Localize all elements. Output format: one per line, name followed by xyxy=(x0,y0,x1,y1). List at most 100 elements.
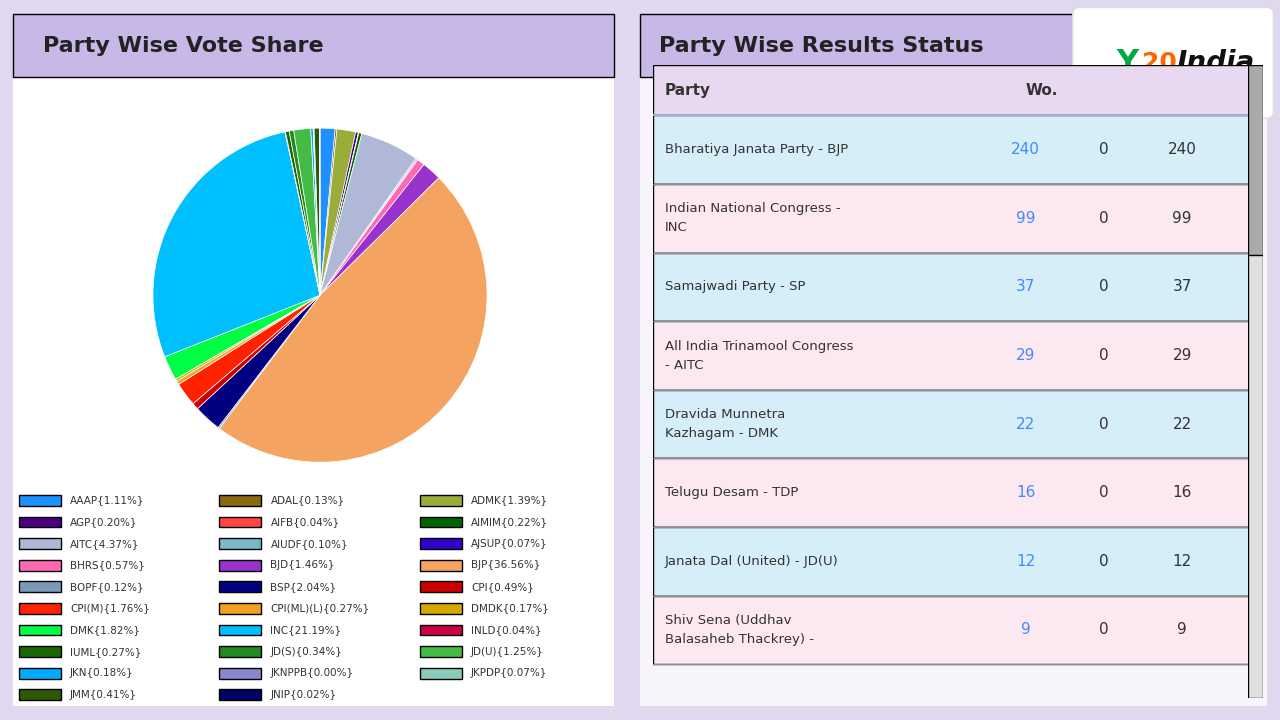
Text: INLD{0.04%}: INLD{0.04%} xyxy=(471,625,541,635)
Text: Bharatiya Janata Party - BJP: Bharatiya Janata Party - BJP xyxy=(664,143,849,156)
FancyBboxPatch shape xyxy=(420,647,462,657)
Text: 9: 9 xyxy=(1178,622,1187,637)
Text: AITC{4.37%}: AITC{4.37%} xyxy=(70,539,140,549)
Text: DMK{1.82%}: DMK{1.82%} xyxy=(70,625,140,635)
Text: Party Wise Results Status: Party Wise Results Status xyxy=(659,35,983,55)
FancyBboxPatch shape xyxy=(653,184,1254,253)
Text: CPI{0.49%}: CPI{0.49%} xyxy=(471,582,534,592)
FancyBboxPatch shape xyxy=(219,495,261,505)
FancyBboxPatch shape xyxy=(420,495,462,505)
Wedge shape xyxy=(293,128,320,295)
FancyBboxPatch shape xyxy=(653,253,1254,321)
Text: CPI(ML)(L){0.27%}: CPI(ML)(L){0.27%} xyxy=(270,603,370,613)
Text: Shiv Sena (Uddhav: Shiv Sena (Uddhav xyxy=(664,614,791,627)
Wedge shape xyxy=(165,295,320,379)
Text: 37: 37 xyxy=(1172,279,1192,294)
FancyBboxPatch shape xyxy=(653,459,1254,527)
FancyBboxPatch shape xyxy=(420,582,462,592)
Text: 22: 22 xyxy=(1016,417,1036,431)
FancyBboxPatch shape xyxy=(640,14,1092,76)
Text: AJSUP{0.07%}: AJSUP{0.07%} xyxy=(471,539,548,549)
Text: AAAP{1.11%}: AAAP{1.11%} xyxy=(70,495,145,505)
Text: All India Trinamool Congress: All India Trinamool Congress xyxy=(664,340,854,353)
Text: - AITC: - AITC xyxy=(664,359,703,372)
Text: Y: Y xyxy=(1116,48,1139,77)
FancyBboxPatch shape xyxy=(13,14,614,76)
Text: 37: 37 xyxy=(1016,279,1036,294)
Text: JMM{0.41%}: JMM{0.41%} xyxy=(70,690,137,700)
FancyBboxPatch shape xyxy=(653,527,1254,595)
Text: ADAL{0.13%}: ADAL{0.13%} xyxy=(270,495,344,505)
Text: BSP{2.04%}: BSP{2.04%} xyxy=(270,582,337,592)
Wedge shape xyxy=(320,132,358,295)
Text: 0: 0 xyxy=(1100,622,1108,637)
Text: AIMIM{0.22%}: AIMIM{0.22%} xyxy=(471,517,548,527)
FancyBboxPatch shape xyxy=(219,647,261,657)
FancyBboxPatch shape xyxy=(653,321,1254,390)
Wedge shape xyxy=(179,295,320,404)
FancyBboxPatch shape xyxy=(19,495,61,505)
Wedge shape xyxy=(311,128,320,295)
Text: 16: 16 xyxy=(1016,485,1036,500)
FancyBboxPatch shape xyxy=(19,582,61,592)
Text: Kazhagam - DMK: Kazhagam - DMK xyxy=(664,427,778,440)
Wedge shape xyxy=(320,132,362,295)
Wedge shape xyxy=(175,295,320,381)
Text: 29: 29 xyxy=(1016,348,1036,363)
Wedge shape xyxy=(285,131,320,295)
Text: 99: 99 xyxy=(1172,211,1192,226)
Wedge shape xyxy=(320,160,424,295)
Wedge shape xyxy=(193,295,320,409)
FancyBboxPatch shape xyxy=(19,539,61,549)
Text: Dravida Munnetra: Dravida Munnetra xyxy=(664,408,785,421)
FancyBboxPatch shape xyxy=(420,603,462,613)
Text: 22: 22 xyxy=(1172,417,1192,431)
Text: JNIP{0.02%}: JNIP{0.02%} xyxy=(270,690,337,700)
Wedge shape xyxy=(289,130,320,295)
Text: Janata Dal (United) - JD(U): Janata Dal (United) - JD(U) xyxy=(664,554,838,568)
Text: INC{21.19%}: INC{21.19%} xyxy=(270,625,342,635)
Text: JKN{0.18%}: JKN{0.18%} xyxy=(70,668,133,678)
Text: 99: 99 xyxy=(1016,211,1036,226)
Text: Balasaheb Thackrey) -: Balasaheb Thackrey) - xyxy=(664,633,814,646)
FancyBboxPatch shape xyxy=(1248,65,1263,698)
Text: 0: 0 xyxy=(1100,348,1108,363)
FancyBboxPatch shape xyxy=(653,595,1254,664)
FancyBboxPatch shape xyxy=(420,560,462,570)
FancyBboxPatch shape xyxy=(219,624,261,636)
Text: 240: 240 xyxy=(1011,143,1041,157)
Text: BOPF{0.12%}: BOPF{0.12%} xyxy=(70,582,143,592)
Text: CPI(M){1.76%}: CPI(M){1.76%} xyxy=(70,603,150,613)
Wedge shape xyxy=(314,128,320,295)
Text: AIUDF{0.10%}: AIUDF{0.10%} xyxy=(270,539,348,549)
FancyBboxPatch shape xyxy=(420,668,462,678)
Text: 16: 16 xyxy=(1172,485,1192,500)
Text: BJD{1.46%}: BJD{1.46%} xyxy=(270,560,335,570)
Wedge shape xyxy=(285,132,320,295)
FancyBboxPatch shape xyxy=(19,668,61,678)
Text: AGP{0.20%}: AGP{0.20%} xyxy=(70,517,137,527)
Text: 0: 0 xyxy=(1100,279,1108,294)
FancyBboxPatch shape xyxy=(653,65,1254,115)
Text: INC: INC xyxy=(664,221,687,234)
FancyBboxPatch shape xyxy=(19,560,61,570)
Text: ADMK{1.39%}: ADMK{1.39%} xyxy=(471,495,548,505)
Text: 12: 12 xyxy=(1172,554,1192,569)
Text: 9: 9 xyxy=(1021,622,1030,637)
Text: Party: Party xyxy=(664,83,710,98)
FancyBboxPatch shape xyxy=(219,668,261,678)
FancyBboxPatch shape xyxy=(653,390,1254,459)
FancyBboxPatch shape xyxy=(1073,7,1274,118)
Text: India: India xyxy=(1176,49,1254,77)
FancyBboxPatch shape xyxy=(219,603,261,613)
Text: BJP{36.56%}: BJP{36.56%} xyxy=(471,560,540,570)
FancyBboxPatch shape xyxy=(653,115,1254,184)
Text: 0: 0 xyxy=(1100,417,1108,431)
Text: 0: 0 xyxy=(1100,554,1108,569)
Wedge shape xyxy=(320,133,416,295)
Text: 20: 20 xyxy=(1142,51,1176,75)
Text: DMDK{0.17%}: DMDK{0.17%} xyxy=(471,603,549,613)
Text: JD(S){0.34%}: JD(S){0.34%} xyxy=(270,647,342,657)
Wedge shape xyxy=(320,129,356,295)
FancyBboxPatch shape xyxy=(420,539,462,549)
